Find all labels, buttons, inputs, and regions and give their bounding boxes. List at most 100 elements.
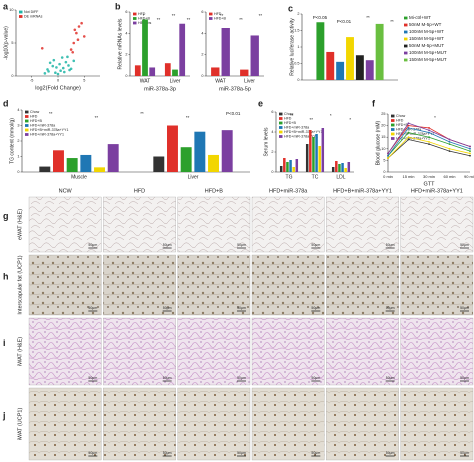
bar <box>240 69 249 76</box>
micrograph <box>326 196 399 253</box>
bar <box>341 163 344 172</box>
y-tick-label: 1 <box>297 45 299 49</box>
bar <box>167 125 178 172</box>
point <box>448 138 451 141</box>
annotation: ** <box>172 13 176 18</box>
scale-bar-label: 50μm <box>386 451 395 455</box>
y-tick-label: 0 <box>11 74 13 78</box>
bar <box>338 164 341 172</box>
row-label: iWAT (H&E) <box>17 337 23 366</box>
point <box>72 59 76 63</box>
point <box>448 140 451 143</box>
annotation: ** <box>366 15 370 20</box>
y-tick-label: 4 <box>125 31 127 35</box>
legend-swatch <box>279 130 283 134</box>
y-tick-label: 4 <box>271 130 273 134</box>
point <box>56 72 60 76</box>
legend-label: HFD+B <box>30 119 42 123</box>
annotation: P<0.01 <box>337 19 352 24</box>
annotation: ** <box>95 115 99 120</box>
bar <box>194 131 206 172</box>
bar <box>134 65 141 76</box>
annotation: P<0.05 <box>313 15 328 20</box>
legend-label: 50nM M-5p+MUT <box>409 43 444 48</box>
point <box>40 46 44 50</box>
y-tick-label: 6 <box>201 10 203 14</box>
legend-swatch <box>404 51 408 55</box>
legend-label: HFD+miR-378a <box>284 125 309 129</box>
legend-swatch <box>25 119 29 123</box>
legend-label: HFD+B <box>138 16 150 20</box>
x-tick-label: TC <box>312 174 319 180</box>
annotation: * <box>330 113 332 118</box>
annotation: ** <box>157 17 161 22</box>
y-tick-label: 3 <box>17 124 19 128</box>
bar <box>326 51 335 80</box>
micrograph <box>400 196 474 253</box>
point <box>469 154 471 157</box>
x-tick-label: Muscle <box>71 174 87 180</box>
point <box>428 127 430 129</box>
legend-swatch <box>279 121 283 125</box>
legend-label: Not DiFF <box>24 10 39 14</box>
point <box>68 68 71 72</box>
y-tick-label: 10 <box>381 147 385 151</box>
legend-label: HFD+B <box>396 123 408 127</box>
scale-bar-label: 50μm <box>237 451 246 455</box>
micrograph <box>28 254 102 316</box>
legend-swatch <box>19 10 23 14</box>
micrograph <box>28 317 102 386</box>
point <box>46 68 49 71</box>
legend-label: 150nM M-5p+WT <box>409 36 444 41</box>
bar <box>221 28 230 76</box>
point <box>82 35 86 38</box>
point <box>428 136 430 139</box>
column-label: HFD+miR-378a <box>269 188 308 194</box>
annotation: P<0.01 <box>226 111 241 116</box>
legend-swatch <box>279 126 283 129</box>
y-tick-label: 1 <box>17 155 19 159</box>
point <box>469 152 471 155</box>
legend-swatch <box>279 135 283 138</box>
point <box>67 64 70 67</box>
scale-bar-label: 50μm <box>386 243 395 247</box>
point <box>63 70 66 74</box>
bar <box>279 166 283 172</box>
legend-label: HFD+miR-378a+YY1 <box>284 134 318 138</box>
legend-swatch <box>404 44 408 48</box>
y-tick-label: 4 <box>201 31 203 35</box>
bar <box>335 161 338 172</box>
y-tick-label: 4 <box>17 108 19 112</box>
scale-bar-label: 50μm <box>163 376 172 380</box>
y-tick-label: 0 <box>201 74 203 78</box>
bar <box>315 134 318 172</box>
annotation: * <box>143 13 145 18</box>
column-label: NCW <box>59 188 73 194</box>
scale-bar-label: 50μm <box>311 376 320 380</box>
legend-swatch <box>25 133 29 136</box>
legend-label: HFD <box>138 12 146 16</box>
scale-bar-label: 50μm <box>460 243 469 247</box>
bar <box>53 150 64 172</box>
panel-label: h <box>3 271 9 281</box>
y-tick-label: 0 <box>383 170 385 174</box>
row-label: Interscapular fat (UCP1) <box>17 255 23 314</box>
y-tick-label: 0 <box>17 170 19 174</box>
legend-swatch <box>279 117 283 120</box>
point <box>387 157 389 159</box>
point <box>54 71 57 74</box>
scale-bar-label: 50μm <box>460 451 469 455</box>
y-tick-label: 0 <box>297 78 299 82</box>
y-tick-label: 6 <box>271 110 273 114</box>
legend-swatch <box>391 119 395 122</box>
panel-label: j <box>2 410 6 420</box>
x-tick-label: Liver <box>244 78 255 84</box>
bar <box>180 147 192 172</box>
y-tick-label: 2 <box>201 53 203 57</box>
legend-label: HFD+B+miR-378a+YY1 <box>284 130 322 134</box>
bar <box>94 167 105 172</box>
point <box>387 152 389 155</box>
point <box>407 124 410 127</box>
legend-label: 100nM M-5p+WT <box>409 29 444 34</box>
